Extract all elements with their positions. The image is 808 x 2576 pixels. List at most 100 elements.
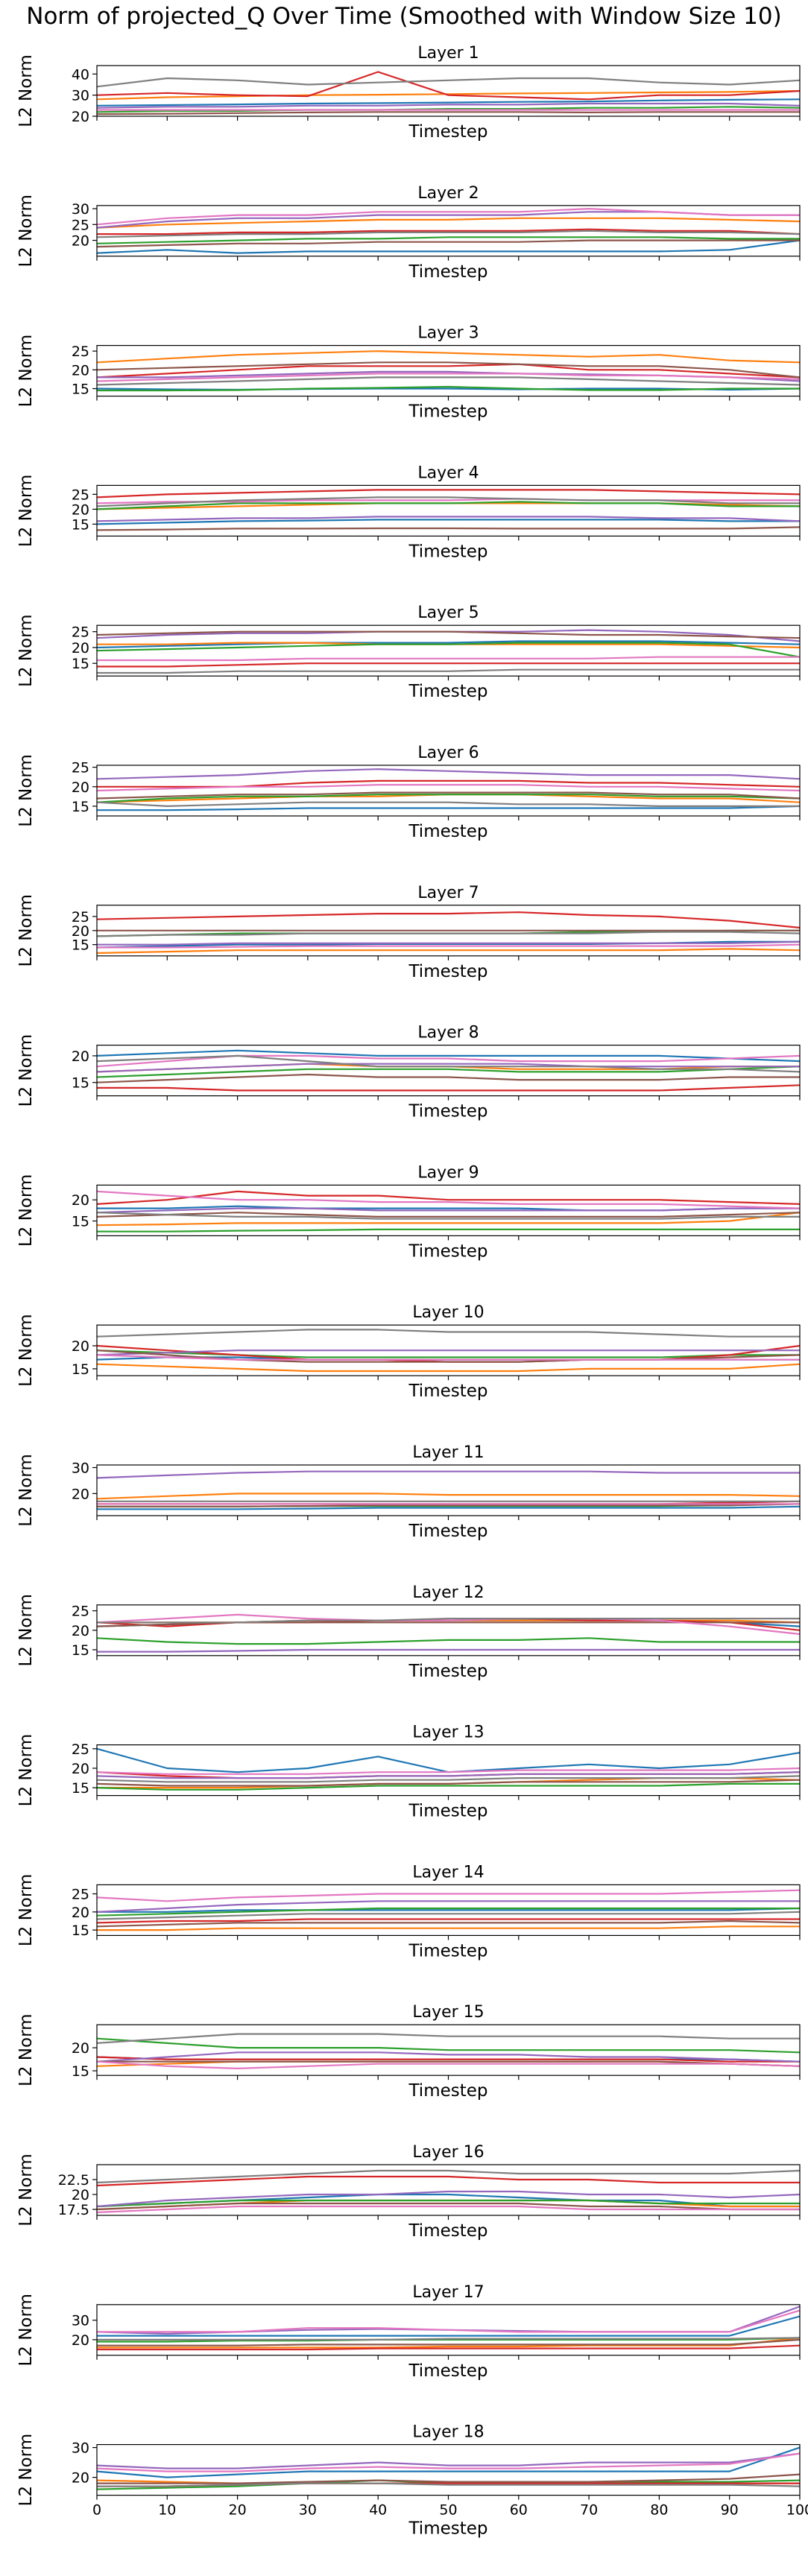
- y-tick-label: 20: [72, 1761, 89, 1777]
- series-line-2: [96, 1493, 801, 1500]
- x-tick-label: 50: [439, 2502, 457, 2519]
- panel-title: Layer 11: [412, 1443, 484, 1462]
- panel-layer-3: Layer 3 15 20 25 Timestep L2 Norm: [16, 324, 801, 422]
- y-tick-label: 20: [72, 2040, 89, 2057]
- y-tick-label: 15: [72, 799, 89, 815]
- series-line-5: [96, 1900, 800, 1913]
- y-axis-label: L2 Norm: [16, 2153, 36, 2227]
- panel-title: Layer 17: [412, 2283, 484, 2302]
- series-line-7: [96, 1054, 801, 1068]
- x-tick-label: 30: [299, 2502, 317, 2519]
- y-axis-label: L2 Norm: [16, 1034, 36, 1107]
- series-line-4: [96, 489, 801, 499]
- y-tick-label: 20: [72, 1338, 89, 1355]
- y-tick-label: 15: [72, 1075, 89, 1092]
- series-line-8: [97, 1618, 800, 1624]
- y-axis-label: L2 Norm: [16, 1594, 36, 1667]
- y-tick-label: 25: [72, 624, 89, 641]
- series-line-3: [97, 1228, 800, 1232]
- y-tick-label: 20: [72, 640, 89, 656]
- series-line-1: [96, 1747, 801, 1773]
- series-line-5: [96, 768, 801, 780]
- series-line-7: [97, 2309, 801, 2333]
- series-line-6: [96, 361, 801, 379]
- series-line-3: [97, 385, 800, 392]
- series-line-6: [96, 1920, 801, 1928]
- y-tick-label: 25: [72, 487, 89, 503]
- series-line-7: [96, 1190, 801, 1209]
- x-axis-label: Timestep: [408, 962, 487, 981]
- y-tick-label: 15: [72, 516, 89, 533]
- panel-title: Layer 9: [417, 1163, 479, 1182]
- series-line-3: [96, 794, 801, 803]
- y-axis-label: L2 Norm: [16, 1734, 36, 1807]
- panel-layer-12: Layer 12 15 20 25 Timestep L2 Norm: [16, 1583, 801, 1681]
- series-line-7: [97, 656, 800, 662]
- series-line-3: [96, 2037, 801, 2054]
- series-line-8: [96, 1054, 801, 1073]
- y-tick-label: 30: [72, 1460, 89, 1476]
- series-line-7: [96, 2452, 801, 2472]
- series-line-4: [97, 662, 800, 668]
- y-tick-label: 20: [72, 1486, 89, 1502]
- series-line-3: [96, 2199, 800, 2208]
- x-axis-label: Timestep: [408, 1522, 487, 1541]
- series-line-8: [96, 77, 801, 88]
- series-line-8: [97, 2337, 801, 2341]
- y-axis-label: L2 Norm: [16, 1314, 36, 1387]
- series-line-3: [96, 236, 800, 244]
- y-tick-label: 15: [72, 2063, 89, 2080]
- x-axis-label: Timestep: [408, 402, 487, 422]
- series-line-1: [96, 519, 800, 525]
- panel-title: Layer 15: [412, 2003, 484, 2022]
- y-axis-label: L2 Norm: [16, 335, 36, 407]
- panel-title: Layer 8: [417, 1024, 479, 1042]
- y-tick-label: 25: [72, 1604, 89, 1620]
- y-tick-label: 25: [72, 1887, 89, 1903]
- y-tick-label: 17.5: [58, 2202, 89, 2218]
- panel-layer-17: Layer 17 20 30 Timestep L2 Norm: [16, 2283, 801, 2381]
- panel-title: Layer 10: [412, 1303, 484, 1322]
- series-line-5: [96, 102, 801, 109]
- series-line-7: [96, 1767, 801, 1775]
- series-line-5: [96, 2452, 801, 2469]
- series-line-5: [97, 1648, 800, 1653]
- series-line-1: [96, 2446, 801, 2478]
- series-line-2: [97, 1925, 800, 1931]
- series-line-6: [97, 2473, 801, 2484]
- y-tick-label: 15: [72, 1642, 89, 1659]
- y-tick-label: 25: [72, 760, 89, 776]
- series-line-1: [96, 640, 801, 649]
- series-line-5: [97, 940, 801, 946]
- y-axis-label: L2 Norm: [16, 2434, 36, 2507]
- series-line-1: [96, 1049, 801, 1063]
- plot-frame: [96, 1604, 801, 1656]
- panel-layer-15: Layer 15 15 20 Timestep L2 Norm: [16, 2003, 801, 2101]
- panel-title: Layer 4: [417, 463, 479, 482]
- y-axis-label: L2 Norm: [16, 1174, 36, 1247]
- series-line-7: [96, 1354, 800, 1361]
- series-line-6: [96, 1779, 801, 1787]
- series-line-4: [97, 2344, 801, 2351]
- y-tick-label: 20: [72, 779, 89, 796]
- series-line-4: [96, 1190, 801, 1205]
- y-axis-label: L2 Norm: [16, 1454, 36, 1527]
- series-line-4: [96, 71, 801, 101]
- y-tick-label: 20: [72, 233, 89, 250]
- panel-title: Layer 14: [412, 1863, 484, 1882]
- x-axis-label: Timestep: [408, 1241, 487, 1261]
- x-tick-label: 60: [510, 2502, 528, 2519]
- y-tick-label: 15: [72, 1361, 89, 1378]
- series-line-5: [96, 1470, 800, 1479]
- panel-layer-18: Layer 18 20 30 0 10 20 30 40 50 60 70 80 90 100 Timest…: [16, 2423, 808, 2539]
- series-line-2: [96, 350, 801, 364]
- y-tick-label: 25: [72, 909, 89, 925]
- y-tick-label: 20: [72, 109, 89, 125]
- x-axis-label: Timestep: [408, 2081, 487, 2101]
- y-tick-label: 20: [72, 1048, 89, 1065]
- y-tick-label: 20: [72, 1192, 89, 1209]
- y-tick-label: 20: [72, 362, 89, 379]
